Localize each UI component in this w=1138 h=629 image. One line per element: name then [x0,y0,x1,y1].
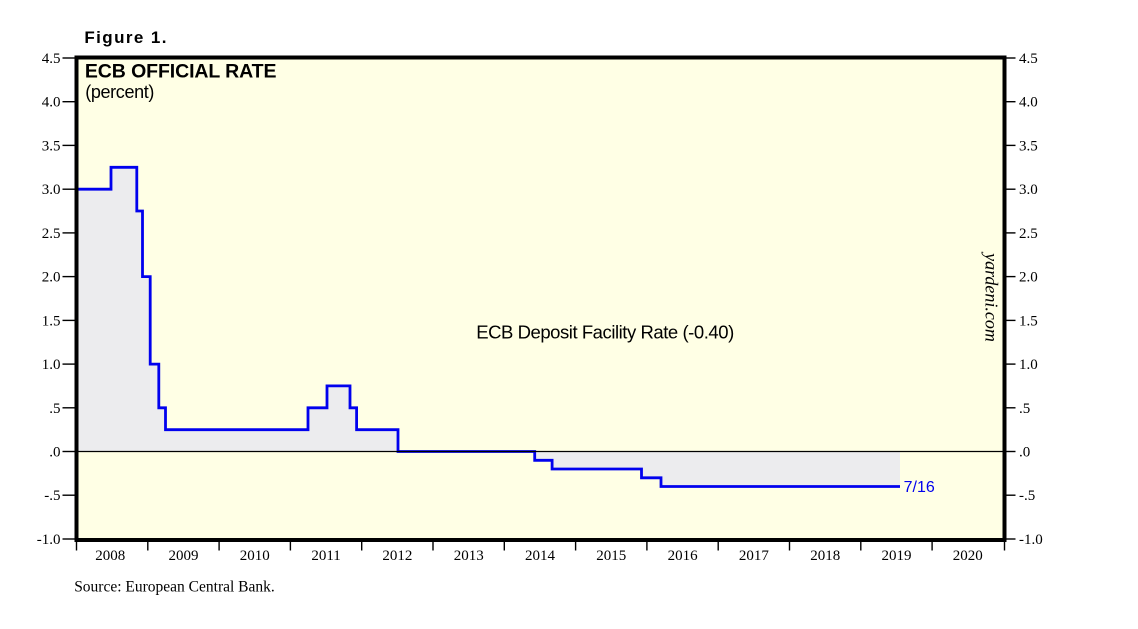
svg-text:4.5: 4.5 [42,51,61,67]
svg-text:1.5: 1.5 [1019,313,1038,329]
svg-text:2020: 2020 [953,548,983,564]
svg-text:1.5: 1.5 [42,313,61,329]
svg-text:Source: European Central Bank.: Source: European Central Bank. [74,579,275,596]
svg-text:2013: 2013 [454,548,484,564]
svg-text:ECB OFFICIAL RATE: ECB OFFICIAL RATE [85,61,277,83]
svg-text:3.5: 3.5 [1019,138,1038,154]
svg-text:2.0: 2.0 [42,270,61,286]
svg-text:2.5: 2.5 [1019,226,1038,242]
svg-text:-1.0: -1.0 [1019,532,1043,548]
svg-text:4.5: 4.5 [1019,51,1038,67]
svg-text:ECB Deposit Facility Rate (-0.: ECB Deposit Facility Rate (-0.40) [476,322,734,343]
svg-text:3.0: 3.0 [1019,182,1038,198]
svg-text:2012: 2012 [382,548,412,564]
svg-text:Figure 1.: Figure 1. [84,28,167,47]
svg-text:2008: 2008 [95,548,125,564]
svg-text:.0: .0 [49,445,60,461]
svg-text:-.5: -.5 [44,488,60,504]
svg-text:2011: 2011 [311,548,340,564]
svg-text:2014: 2014 [525,548,556,564]
svg-text:-.5: -.5 [1019,488,1035,504]
svg-text:.5: .5 [1019,401,1030,417]
svg-text:.0: .0 [1019,445,1030,461]
svg-text:4.0: 4.0 [1019,95,1038,111]
svg-text:2.5: 2.5 [42,226,61,242]
svg-text:-1.0: -1.0 [37,532,61,548]
svg-text:7/16: 7/16 [904,479,935,496]
svg-text:2019: 2019 [882,548,912,564]
svg-text:(percent): (percent) [85,82,154,102]
svg-text:1.0: 1.0 [42,357,61,373]
svg-text:2009: 2009 [169,548,199,564]
svg-text:2018: 2018 [810,548,840,564]
svg-text:4.0: 4.0 [42,95,61,111]
svg-text:3.5: 3.5 [42,138,61,154]
svg-text:.5: .5 [49,401,60,417]
svg-text:3.0: 3.0 [42,182,61,198]
svg-text:1.0: 1.0 [1019,357,1038,373]
svg-text:2017: 2017 [739,548,770,564]
svg-text:yardeni.com: yardeni.com [981,251,1001,342]
svg-text:2.0: 2.0 [1019,270,1038,286]
svg-text:2015: 2015 [596,548,626,564]
svg-text:2016: 2016 [668,548,699,564]
svg-text:2010: 2010 [240,548,270,564]
